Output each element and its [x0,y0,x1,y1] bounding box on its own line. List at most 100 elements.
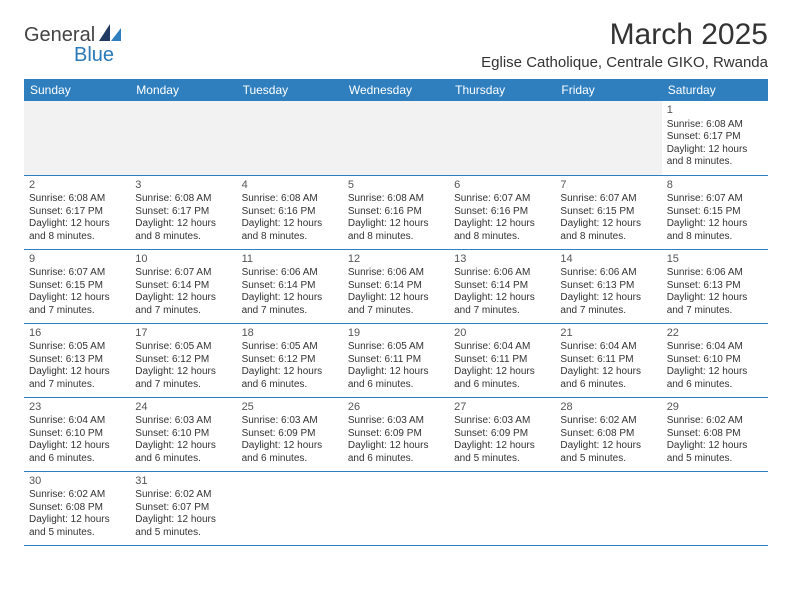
day-info-line: and 8 minutes. [348,231,444,244]
day-info-line: Sunrise: 6:07 AM [454,193,550,206]
weekday-header: Sunday [24,79,130,101]
calendar-empty-cell [237,471,343,545]
day-info-line: Daylight: 12 hours [667,440,763,453]
day-info-line: and 8 minutes. [667,156,763,169]
calendar-day-cell: 1Sunrise: 6:08 AMSunset: 6:17 PMDaylight… [662,101,768,175]
day-info-line: Daylight: 12 hours [454,366,550,379]
day-info-line: Sunrise: 6:06 AM [242,267,338,280]
day-info-line: Sunset: 6:09 PM [454,428,550,441]
day-info-line: and 6 minutes. [242,453,338,466]
day-info-line: Sunset: 6:16 PM [348,206,444,219]
calendar-day-cell: 2Sunrise: 6:08 AMSunset: 6:17 PMDaylight… [24,175,130,249]
calendar-body: 1Sunrise: 6:08 AMSunset: 6:17 PMDaylight… [24,101,768,545]
day-number: 4 [242,179,338,193]
day-info-line: Sunset: 6:15 PM [667,206,763,219]
day-info-line: Sunset: 6:13 PM [667,280,763,293]
day-info-line: Daylight: 12 hours [560,366,656,379]
day-info-line: Daylight: 12 hours [348,292,444,305]
calendar-day-cell: 28Sunrise: 6:02 AMSunset: 6:08 PMDayligh… [555,397,661,471]
day-info-line: Sunrise: 6:04 AM [29,415,125,428]
day-number: 1 [667,104,763,118]
day-info-line: Sunrise: 6:05 AM [135,341,231,354]
day-info-line: Daylight: 12 hours [667,218,763,231]
day-info-line: Sunrise: 6:05 AM [29,341,125,354]
calendar-day-cell: 27Sunrise: 6:03 AMSunset: 6:09 PMDayligh… [449,397,555,471]
day-number: 12 [348,253,444,267]
day-info-line: and 7 minutes. [135,379,231,392]
day-info-line: Sunset: 6:12 PM [135,354,231,367]
day-info-line: Sunrise: 6:07 AM [135,267,231,280]
day-info-line: Sunrise: 6:06 AM [454,267,550,280]
day-info-line: Sunrise: 6:08 AM [667,119,763,132]
day-info-line: Sunrise: 6:05 AM [242,341,338,354]
day-info-line: and 7 minutes. [242,305,338,318]
logo-text-blue: Blue [74,44,114,66]
day-info-line: Sunset: 6:08 PM [29,502,125,515]
day-info-line: Daylight: 12 hours [454,292,550,305]
calendar-day-cell: 7Sunrise: 6:07 AMSunset: 6:15 PMDaylight… [555,175,661,249]
day-info-line: Sunset: 6:11 PM [560,354,656,367]
day-info-line: Daylight: 12 hours [667,366,763,379]
day-info-line: Daylight: 12 hours [667,292,763,305]
day-info-line: Sunrise: 6:03 AM [135,415,231,428]
day-number: 23 [29,401,125,415]
calendar-day-cell: 8Sunrise: 6:07 AMSunset: 6:15 PMDaylight… [662,175,768,249]
day-info-line: Sunrise: 6:04 AM [667,341,763,354]
weekday-header: Thursday [449,79,555,101]
day-info-line: Sunset: 6:08 PM [560,428,656,441]
day-number: 14 [560,253,656,267]
day-info-line: Sunrise: 6:08 AM [348,193,444,206]
day-number: 13 [454,253,550,267]
day-info-line: Sunrise: 6:08 AM [29,193,125,206]
day-number: 10 [135,253,231,267]
day-info-line: and 7 minutes. [667,305,763,318]
calendar-day-cell: 12Sunrise: 6:06 AMSunset: 6:14 PMDayligh… [343,249,449,323]
day-info-line: and 8 minutes. [135,231,231,244]
day-info-line: Sunrise: 6:04 AM [454,341,550,354]
day-info-line: Sunset: 6:09 PM [242,428,338,441]
day-info-line: Sunrise: 6:08 AM [135,193,231,206]
calendar-row: 2Sunrise: 6:08 AMSunset: 6:17 PMDaylight… [24,175,768,249]
calendar-day-cell: 18Sunrise: 6:05 AMSunset: 6:12 PMDayligh… [237,323,343,397]
day-info-line: Sunrise: 6:03 AM [454,415,550,428]
calendar-empty-cell [662,471,768,545]
day-info-line: Daylight: 12 hours [242,292,338,305]
calendar-day-cell: 16Sunrise: 6:05 AMSunset: 6:13 PMDayligh… [24,323,130,397]
day-info-line: Sunrise: 6:07 AM [667,193,763,206]
day-info-line: and 8 minutes. [454,231,550,244]
calendar-day-cell: 23Sunrise: 6:04 AMSunset: 6:10 PMDayligh… [24,397,130,471]
calendar-day-cell: 22Sunrise: 6:04 AMSunset: 6:10 PMDayligh… [662,323,768,397]
weekday-header: Saturday [662,79,768,101]
day-info-line: and 6 minutes. [242,379,338,392]
day-number: 27 [454,401,550,415]
day-info-line: Sunset: 6:10 PM [135,428,231,441]
day-info-line: and 6 minutes. [348,453,444,466]
day-info-line: Daylight: 12 hours [29,366,125,379]
day-info-line: Daylight: 12 hours [560,218,656,231]
day-number: 17 [135,327,231,341]
day-number: 6 [454,179,550,193]
day-info-line: and 5 minutes. [29,527,125,540]
day-info-line: Daylight: 12 hours [348,366,444,379]
day-info-line: and 6 minutes. [454,379,550,392]
calendar-day-cell: 21Sunrise: 6:04 AMSunset: 6:11 PMDayligh… [555,323,661,397]
weekday-header: Friday [555,79,661,101]
day-info-line: Daylight: 12 hours [454,218,550,231]
calendar-row: 9Sunrise: 6:07 AMSunset: 6:15 PMDaylight… [24,249,768,323]
day-number: 11 [242,253,338,267]
day-info-line: and 8 minutes. [560,231,656,244]
month-title: March 2025 [481,18,768,52]
day-info-line: Daylight: 12 hours [348,440,444,453]
calendar-day-cell: 24Sunrise: 6:03 AMSunset: 6:10 PMDayligh… [130,397,236,471]
calendar-row: 1Sunrise: 6:08 AMSunset: 6:17 PMDaylight… [24,101,768,175]
day-info-line: Sunset: 6:11 PM [454,354,550,367]
calendar-empty-cell [343,101,449,175]
day-info-line: Daylight: 12 hours [242,440,338,453]
day-number: 5 [348,179,444,193]
day-number: 18 [242,327,338,341]
day-info-line: Sunrise: 6:06 AM [667,267,763,280]
weekday-header: Wednesday [343,79,449,101]
day-info-line: Sunset: 6:10 PM [29,428,125,441]
day-info-line: Daylight: 12 hours [560,440,656,453]
day-info-line: Sunset: 6:16 PM [242,206,338,219]
